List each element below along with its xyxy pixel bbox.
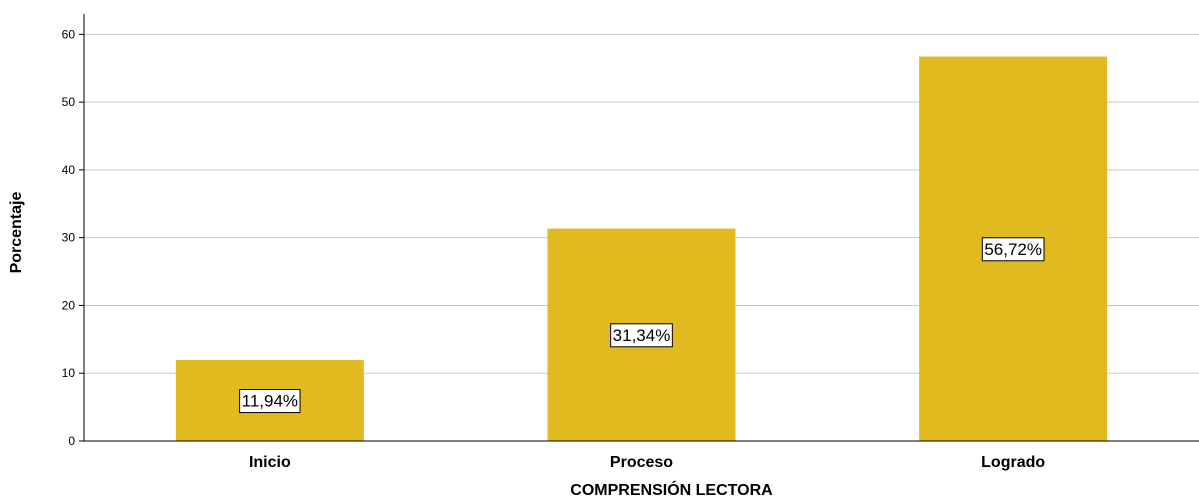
y-tick-label: 10: [62, 366, 76, 380]
data-label: 11,94%: [239, 389, 301, 414]
data-label-text: 56,72%: [984, 240, 1042, 259]
y-tick-label: 30: [62, 231, 76, 245]
axes: 0 10 20 30 40 50 60 Inicio Proceso Logrado: [62, 14, 1199, 471]
data-label-box: [981, 237, 1045, 262]
data-label-text: 31,34%: [613, 326, 671, 345]
x-axis-title: COMPRENSIÓN LECTORA: [570, 480, 773, 499]
x-tick-label: Logrado: [981, 454, 1045, 471]
data-label: 56,72%: [981, 237, 1045, 262]
data-label-box: [610, 323, 673, 348]
data-label-text: 11,94%: [242, 392, 298, 411]
y-tick-label: 40: [62, 163, 76, 177]
y-tick-label: 60: [62, 27, 76, 41]
y-axis-title: Porcentaje: [8, 191, 25, 273]
y-tick-label: 20: [62, 298, 76, 312]
x-tick-label: Inicio: [249, 454, 291, 471]
data-label: 31,34%: [610, 323, 673, 348]
bars: [175, 56, 1108, 441]
data-labels: 11,94% 31,34% 56,72%: [239, 237, 1045, 414]
y-tick-label: 50: [62, 95, 76, 109]
data-label-box: [239, 389, 301, 414]
y-tick-label: 0: [68, 434, 75, 448]
x-tick-label: Proceso: [610, 454, 673, 471]
